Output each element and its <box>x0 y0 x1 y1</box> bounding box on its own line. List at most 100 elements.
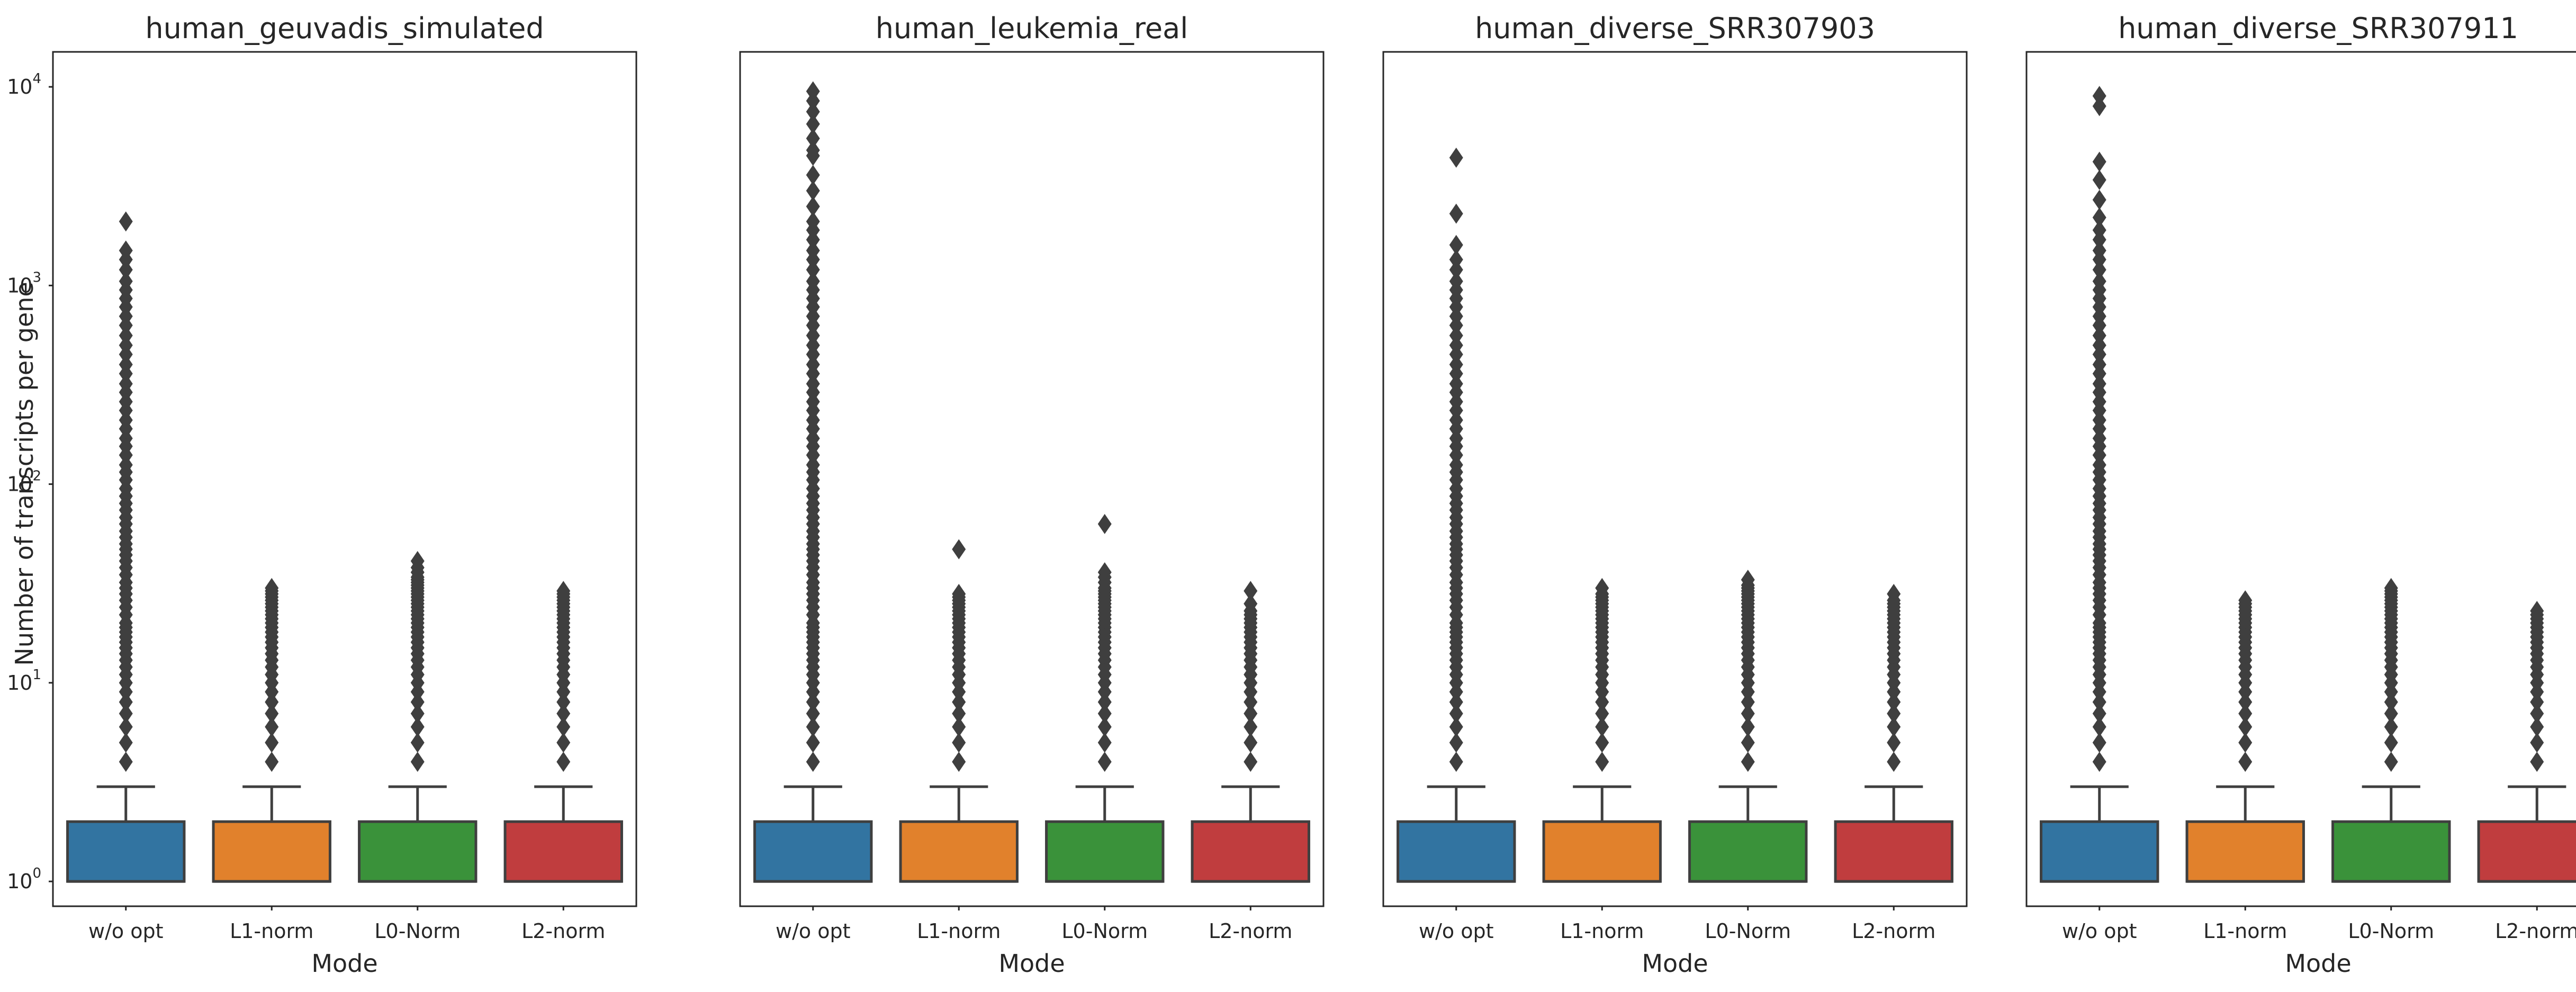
outlier-point <box>265 692 279 713</box>
outlier-point <box>2530 703 2544 724</box>
outlier-point <box>952 732 966 753</box>
outlier-point <box>1449 717 1463 737</box>
outlier-point <box>1097 692 1112 713</box>
outlier-point <box>119 374 133 394</box>
outlier-point <box>2092 86 2106 106</box>
outlier-point <box>952 717 966 737</box>
subplot-1: human_geuvadis_simulated w/o opt L1-norm L0… <box>7 12 637 978</box>
outlier-point <box>1449 147 1463 168</box>
outlier-point <box>2238 692 2253 713</box>
subplot-3: human_diverse_SRR307903 w/o opt L1-norm L0-… <box>1382 12 1968 978</box>
outlier-point <box>265 703 279 724</box>
box-l2-norm <box>503 581 623 883</box>
outlier-point <box>1244 717 1258 737</box>
outlier-point <box>2092 220 2106 240</box>
outlier-point <box>119 732 133 753</box>
outlier-point <box>952 539 966 560</box>
outlier-point <box>410 692 425 713</box>
subplot-4: human_diverse_SRR307911 w/o opt L1-norm L0-… <box>2025 12 2576 978</box>
outlier-point <box>1595 717 1609 737</box>
outlier-point <box>1595 752 1609 772</box>
outlier-point <box>806 114 820 134</box>
x-tick-label: L0-Norm <box>1705 919 1791 943</box>
y-tick-exponent: 4 <box>32 71 41 87</box>
subplot-title: human_geuvadis_simulated <box>145 12 544 45</box>
x-tick-label: w/o opt <box>776 919 850 943</box>
y-tick-label: 100 <box>7 865 41 893</box>
outlier-point <box>2384 703 2398 724</box>
x-tick-label: L2-norm <box>521 919 605 943</box>
outlier-point <box>2092 240 2106 261</box>
outlier-point <box>2384 692 2398 713</box>
y-tick-label: 103 <box>7 269 41 297</box>
outlier-point <box>1449 752 1463 772</box>
outlier-point <box>2530 692 2544 713</box>
outlier-point <box>952 692 966 713</box>
outlier-point <box>119 752 133 772</box>
y-tick-base: 10 <box>7 870 32 893</box>
outlier-point <box>1887 732 1901 753</box>
outlier-point <box>806 128 820 149</box>
outlier-point <box>556 692 571 713</box>
outlier-point <box>1097 732 1112 753</box>
y-tick-label: 102 <box>7 468 41 496</box>
x-tick-label: L0-Norm <box>1061 919 1148 943</box>
outlier-point <box>806 752 820 772</box>
box-body <box>2477 820 2576 883</box>
x-tick-label: L2-norm <box>1852 919 1935 943</box>
outlier-point <box>952 752 966 772</box>
box-body <box>1045 820 1165 883</box>
box-l0-norm <box>358 551 478 883</box>
box-body <box>358 820 478 883</box>
outlier-point <box>1741 752 1755 772</box>
box-l0-norm <box>1688 570 1808 883</box>
box-l1-norm <box>212 578 331 883</box>
outlier-point <box>1449 235 1463 255</box>
outlier-point <box>1244 703 1258 724</box>
outlier-point <box>2092 96 2106 116</box>
outlier-point <box>2092 717 2106 737</box>
outlier-point <box>1097 562 1112 583</box>
outlier-point <box>2530 717 2544 737</box>
box-w-o-opt <box>2040 86 2159 883</box>
box-w-o-opt <box>1397 147 1516 883</box>
box-l1-norm <box>899 539 1019 883</box>
outlier-point <box>806 165 820 185</box>
box-l0-norm <box>1045 513 1165 883</box>
x-axis-label: Mode <box>311 949 377 978</box>
outlier-point <box>2530 601 2544 621</box>
outlier-point <box>806 374 820 394</box>
outlier-point <box>265 752 279 772</box>
outlier-point <box>1741 703 1755 724</box>
outlier-point <box>1741 732 1755 753</box>
y-tick-exponent: 3 <box>32 269 41 285</box>
box-body <box>212 820 331 883</box>
outlier-point <box>1595 703 1609 724</box>
outlier-point <box>806 181 820 201</box>
outlier-point <box>556 581 571 601</box>
outlier-point <box>119 354 133 375</box>
outlier-point <box>2238 752 2253 772</box>
box-body <box>66 820 186 883</box>
outlier-point <box>119 717 133 737</box>
subplot-title: human_leukemia_real <box>876 12 1188 45</box>
box-l1-norm <box>1542 578 1662 883</box>
outlier-point <box>952 584 966 605</box>
outlier-point <box>556 717 571 737</box>
outlier-point <box>1244 593 1258 614</box>
outlier-point <box>410 551 425 571</box>
outlier-point <box>1244 581 1258 601</box>
outlier-point <box>1887 584 1901 605</box>
outlier-point <box>806 240 820 261</box>
outlier-point <box>410 752 425 772</box>
box-l2-norm <box>2477 601 2576 883</box>
x-axis-label: Mode <box>1642 949 1708 978</box>
outlier-point <box>265 578 279 598</box>
outlier-point <box>2238 717 2253 737</box>
x-tick-label: L1-norm <box>230 919 313 943</box>
outlier-point <box>1887 752 1901 772</box>
outlier-point <box>119 325 133 346</box>
box-body <box>2040 820 2159 883</box>
y-tick-base: 10 <box>7 274 32 297</box>
